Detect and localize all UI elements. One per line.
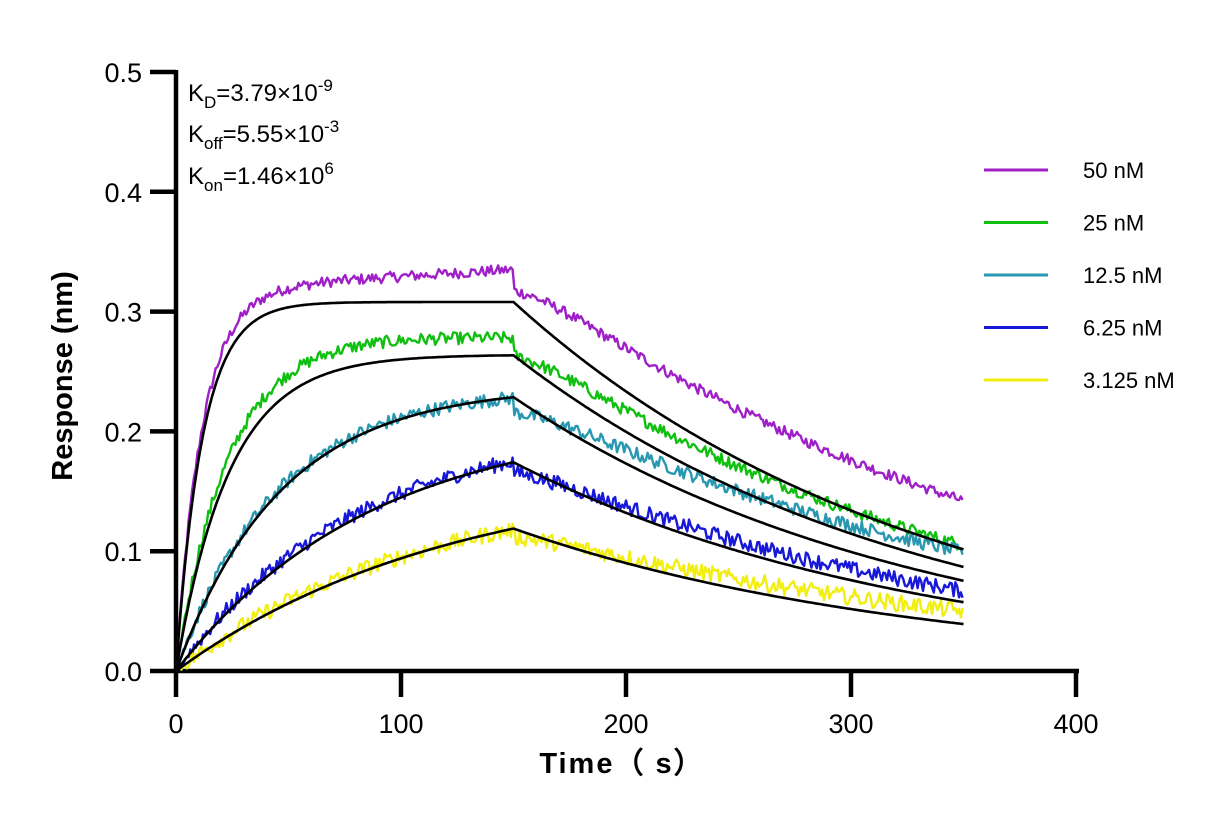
x-tick-label: 200 (603, 709, 648, 739)
y-tick-label: 0.3 (104, 298, 142, 328)
data-series-line (174, 391, 964, 672)
fit-curves (174, 300, 964, 673)
fit-curve-line (174, 395, 964, 672)
x-tick-label: 400 (1053, 709, 1098, 739)
legend-label: 3.125 nM (1083, 368, 1175, 393)
axes (173, 70, 1079, 674)
data-curves (174, 264, 964, 672)
x-tick-label: 100 (378, 709, 423, 739)
legend-label: 6.25 nM (1083, 316, 1163, 341)
data-series-line (175, 522, 964, 672)
y-ticks: 0.0 0.1 0.2 0.3 0.4 0.5 (104, 58, 176, 687)
x-axis-title: Time（ s） (539, 747, 704, 780)
y-tick-label: 0.1 (104, 537, 142, 567)
fit-curve-line (174, 300, 964, 672)
x-tick-label: 300 (828, 709, 873, 739)
data-series-line (174, 264, 964, 672)
legend: 50 nM 25 nM 12.5 nM 6.25 nM 3.125 nM (984, 158, 1175, 393)
kon-annotation: Kon=1.46×106 (188, 159, 334, 195)
y-tick-label: 0.0 (104, 657, 142, 687)
data-series-line (174, 330, 963, 672)
legend-label: 25 nM (1083, 211, 1144, 236)
x-tick-label: 0 (168, 709, 183, 739)
fit-curve-line (174, 460, 964, 672)
y-tick-label: 0.4 (104, 178, 142, 208)
fit-curve-line (174, 353, 964, 672)
y-tick-label: 0.2 (104, 417, 142, 447)
y-tick-label: 0.5 (104, 58, 142, 88)
legend-label: 12.5 nM (1083, 263, 1163, 288)
legend-label: 50 nM (1083, 158, 1144, 183)
fit-curve-line (175, 527, 964, 673)
kd-annotation: KD=3.79×10-9 (188, 76, 333, 112)
x-ticks: 0 100 200 300 400 (168, 671, 1099, 739)
koff-annotation: Koff=5.55×10-3 (188, 117, 339, 153)
y-axis-title: Response (nm) (47, 271, 79, 480)
kinetics-annotation: KD=3.79×10-9 Koff=5.55×10-3 Kon=1.46×106 (188, 76, 339, 195)
